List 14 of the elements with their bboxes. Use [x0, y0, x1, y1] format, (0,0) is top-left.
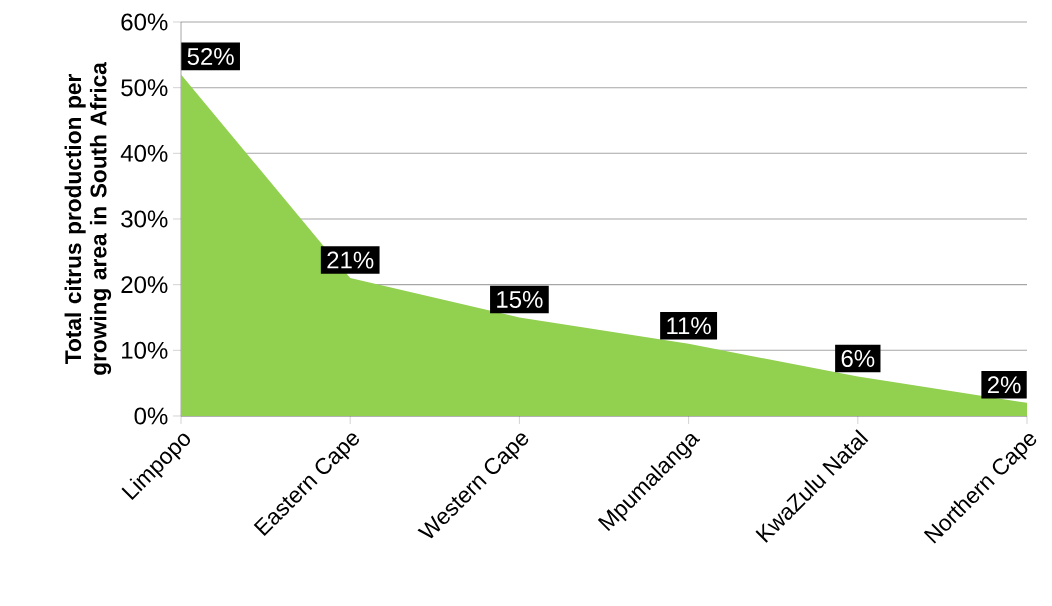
data-label: 6% — [841, 349, 875, 367]
y-tick-label: 20% — [121, 276, 168, 294]
y-tick-label: 0% — [134, 407, 168, 425]
y-tick-label: 50% — [121, 79, 168, 97]
y-tick-label: 30% — [121, 210, 168, 228]
y-tick-label: 10% — [122, 341, 168, 359]
data-label: 21% — [327, 251, 374, 269]
y-tick-label: 60% — [121, 13, 168, 31]
data-label: 15% — [497, 290, 543, 308]
y-tick-label: 40% — [120, 144, 168, 162]
data-label: 2% — [987, 376, 1021, 394]
data-label: 11% — [667, 317, 711, 335]
data-label: 52% — [187, 47, 234, 65]
y-axis-title: Total citrus production per growing area in South Africa — [64, 62, 112, 375]
